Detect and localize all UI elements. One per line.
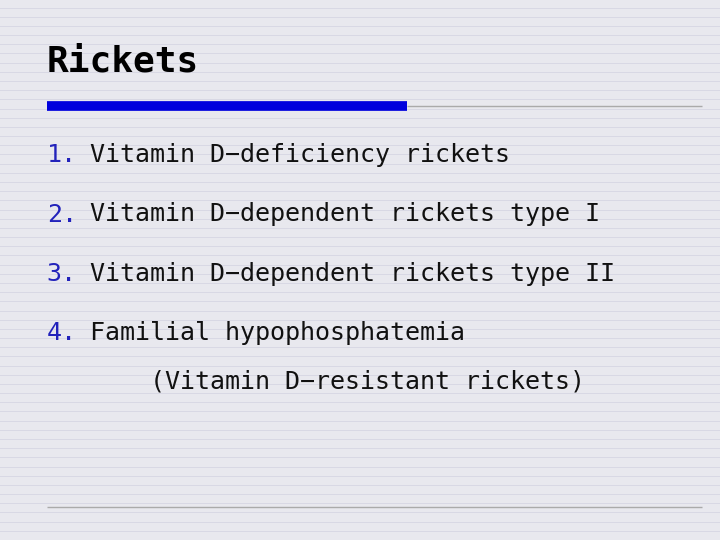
Text: Vitamin D−dependent rickets type II: Vitamin D−dependent rickets type II xyxy=(90,262,615,286)
Text: 4.: 4. xyxy=(47,321,77,345)
Text: Familial hypophosphatemia: Familial hypophosphatemia xyxy=(90,321,465,345)
Text: 2.: 2. xyxy=(47,202,77,226)
Text: 1.: 1. xyxy=(47,143,77,167)
Text: Vitamin D−deficiency rickets: Vitamin D−deficiency rickets xyxy=(90,143,510,167)
Text: Vitamin D−dependent rickets type I: Vitamin D−dependent rickets type I xyxy=(90,202,600,226)
Text: 3.: 3. xyxy=(47,262,77,286)
Text: Rickets: Rickets xyxy=(47,44,199,78)
Text: (Vitamin D−resistant rickets): (Vitamin D−resistant rickets) xyxy=(90,370,585,394)
